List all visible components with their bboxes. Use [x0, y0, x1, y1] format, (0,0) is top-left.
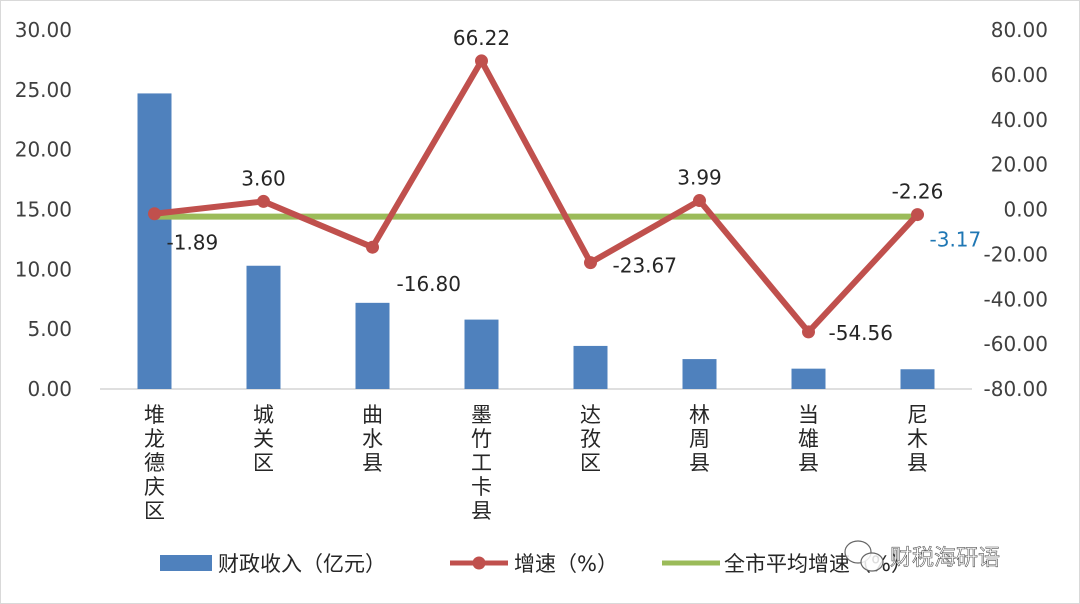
category-label: 曲水县	[362, 403, 383, 475]
legend: 财政收入（亿元） 增速（%） 全市平均增速（%）	[160, 552, 912, 576]
data-labels: -1.89 3.60 -16.80 66.22 -23.67 3.99 -54.56 -2.2…	[167, 26, 982, 345]
right-tick-label: -40.00	[984, 287, 1048, 311]
growth-data-label: -16.80	[397, 272, 461, 296]
bar	[355, 302, 390, 389]
bar	[137, 93, 172, 389]
category-label: 墨竹工卡县	[471, 403, 492, 523]
left-tick-label: 10.00	[15, 257, 72, 281]
wechat-icon	[844, 540, 884, 572]
bar	[464, 319, 499, 389]
left-tick-label: 25.00	[15, 78, 72, 102]
left-tick-label: 20.00	[15, 138, 72, 162]
right-tick-label: -80.00	[984, 377, 1048, 401]
legend-label: 财政收入（亿元）	[218, 552, 386, 576]
growth-line-series	[148, 54, 924, 339]
category-label: 尼木县	[907, 403, 928, 475]
right-tick-label: 0.00	[1003, 198, 1048, 222]
growth-data-label: -1.89	[167, 231, 219, 255]
bar	[573, 345, 608, 389]
right-tick-label: 60.00	[991, 63, 1048, 87]
bar	[246, 265, 281, 389]
growth-point	[257, 194, 270, 208]
category-label: 林周县	[689, 403, 710, 475]
growth-point	[911, 208, 924, 222]
growth-data-label: 3.60	[241, 166, 286, 190]
category-labels: 堆龙德庆区 城关区 曲水县 墨竹工卡县 达孜区 林周县 当雄县 尼木县	[144, 403, 928, 523]
left-tick-label: 5.00	[27, 317, 72, 341]
right-tick-label: -60.00	[984, 332, 1048, 356]
growth-point	[366, 240, 379, 254]
watermark-text: 财税海研语	[890, 546, 1000, 571]
category-label: 城关区	[253, 403, 274, 475]
left-tick-label: 0.00	[27, 377, 72, 401]
growth-data-label: 66.22	[453, 26, 510, 50]
growth-point	[802, 325, 815, 339]
category-label: 达孜区	[580, 403, 601, 475]
growth-point	[693, 194, 706, 208]
legend-swatch-bar	[160, 555, 212, 571]
legend-label: 增速（%）	[514, 552, 618, 576]
growth-point	[148, 207, 161, 221]
legend-label: 全市平均增速（%）	[724, 552, 912, 576]
legend-marker	[472, 556, 486, 570]
right-tick-label: 80.00	[991, 18, 1048, 42]
bar	[791, 368, 826, 389]
average-data-label: -3.17	[930, 228, 982, 252]
bar	[900, 369, 935, 389]
right-tick-label: 20.00	[991, 153, 1048, 177]
growth-data-label: 3.99	[677, 166, 722, 190]
right-tick-label: -20.00	[984, 242, 1048, 266]
growth-data-label: -54.56	[829, 321, 893, 345]
watermark: 财税海研语	[844, 540, 1000, 572]
bar-series	[137, 93, 935, 389]
category-label: 堆龙德庆区	[144, 403, 165, 523]
left-tick-label: 15.00	[15, 198, 72, 222]
right-axis: -80.00 -60.00 -40.00 -20.00 0.00 20.00 40.00 60…	[984, 18, 1048, 401]
growth-point	[584, 256, 597, 270]
left-axis: 0.00 5.00 10.00 15.00 20.00 25.00 30.00	[15, 18, 72, 401]
growth-line	[154, 57, 920, 335]
growth-data-label: -2.26	[892, 180, 944, 204]
bar	[682, 359, 717, 389]
left-tick-label: 30.00	[15, 18, 72, 42]
growth-data-label: -23.67	[613, 254, 677, 278]
category-label: 当雄县	[798, 403, 819, 475]
growth-point	[475, 54, 488, 68]
right-tick-label: 40.00	[991, 108, 1048, 132]
